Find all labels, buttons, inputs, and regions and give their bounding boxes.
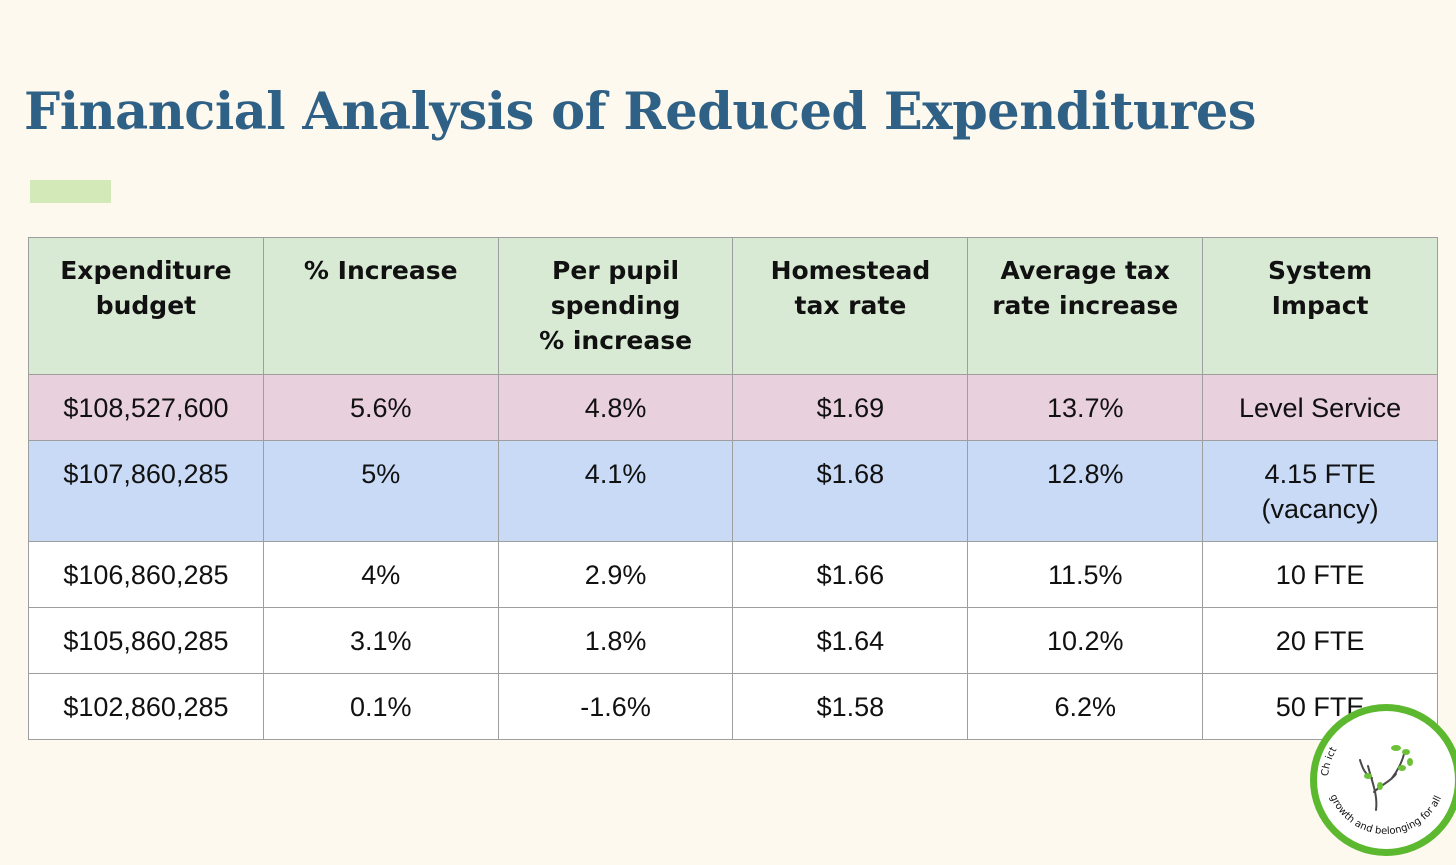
cell-percent-increase: 4%	[262, 541, 499, 608]
cell-average-tax-increase: 11.5%	[967, 541, 1204, 608]
cell-expenditure-budget: $107,860,285	[28, 440, 264, 542]
expenditure-table: Expenditure budget % Increase Per pupil …	[28, 237, 1438, 740]
cell-expenditure-budget: $105,860,285	[28, 607, 264, 674]
cell-average-tax-increase: 6.2%	[967, 673, 1204, 740]
accent-bar	[30, 180, 111, 203]
cell-homestead-tax-rate: $1.69	[732, 374, 969, 441]
table-header-row: Expenditure budget % Increase Per pupil …	[28, 237, 1438, 375]
header-average-tax-rate-increase: Average tax rate increase	[967, 237, 1204, 375]
table-row: $106,860,285 4% 2.9% $1.66 11.5% 10 FTE	[28, 541, 1438, 608]
cell-system-impact: Level Service	[1202, 374, 1438, 441]
header-homestead-tax-rate: Homestead tax rate	[732, 237, 969, 375]
tree-seal-icon: Ch ict growth and belonging for all	[1310, 704, 1456, 856]
cell-average-tax-increase: 13.7%	[967, 374, 1204, 441]
header-system-impact: System Impact	[1202, 237, 1438, 375]
table-row: $107,860,285 5% 4.1% $1.68 12.8% 4.15 FT…	[28, 440, 1438, 542]
cell-average-tax-increase: 10.2%	[967, 607, 1204, 674]
slide-title: Financial Analysis of Reduced Expenditur…	[24, 82, 1257, 142]
cell-percent-increase: 3.1%	[262, 607, 499, 674]
cell-homestead-tax-rate: $1.68	[732, 440, 969, 542]
cell-expenditure-budget: $108,527,600	[28, 374, 264, 441]
cell-per-pupil-increase: 4.8%	[497, 374, 734, 441]
cell-per-pupil-increase: -1.6%	[497, 673, 734, 740]
table-row: $105,860,285 3.1% 1.8% $1.64 10.2% 20 FT…	[28, 607, 1438, 674]
cell-percent-increase: 5.6%	[262, 374, 499, 441]
cell-homestead-tax-rate: $1.66	[732, 541, 969, 608]
cell-per-pupil-increase: 4.1%	[497, 440, 734, 542]
header-expenditure-budget: Expenditure budget	[28, 237, 264, 375]
header-percent-increase: % Increase	[262, 237, 499, 375]
district-logo: Ch ict growth and belonging for all	[1306, 700, 1456, 860]
table-row: $108,527,600 5.6% 4.8% $1.69 13.7% Level…	[28, 374, 1438, 441]
cell-expenditure-budget: $102,860,285	[28, 673, 264, 740]
cell-per-pupil-increase: 2.9%	[497, 541, 734, 608]
cell-expenditure-budget: $106,860,285	[28, 541, 264, 608]
table-row: $102,860,285 0.1% -1.6% $1.58 6.2% 50 FT…	[28, 673, 1438, 740]
cell-homestead-tax-rate: $1.64	[732, 607, 969, 674]
cell-per-pupil-increase: 1.8%	[497, 607, 734, 674]
cell-system-impact: 10 FTE	[1202, 541, 1438, 608]
cell-percent-increase: 0.1%	[262, 673, 499, 740]
header-per-pupil-spending: Per pupil spending % increase	[497, 237, 734, 375]
cell-system-impact: 4.15 FTE (vacancy)	[1202, 440, 1438, 542]
cell-system-impact: 20 FTE	[1202, 607, 1438, 674]
cell-homestead-tax-rate: $1.58	[732, 673, 969, 740]
cell-percent-increase: 5%	[262, 440, 499, 542]
cell-average-tax-increase: 12.8%	[967, 440, 1204, 542]
